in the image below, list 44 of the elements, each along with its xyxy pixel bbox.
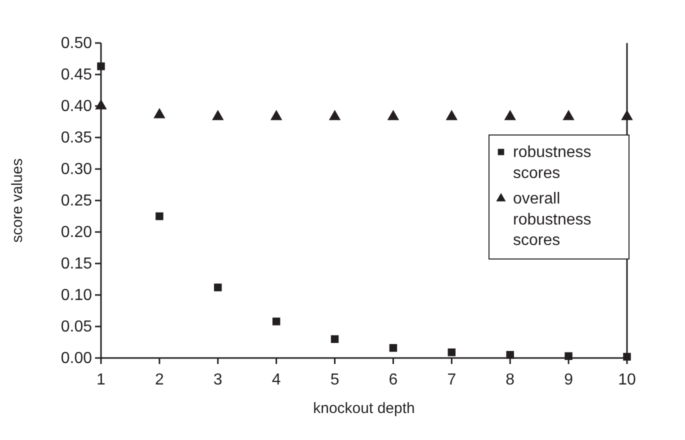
point xyxy=(504,110,516,120)
legend-label: robustness scores xyxy=(513,144,592,182)
y-tick-label: 0.20 xyxy=(60,224,92,242)
point xyxy=(328,110,341,120)
y-tick-label: 0.00 xyxy=(60,350,92,368)
x-tick-label: 4 xyxy=(272,372,281,389)
y-tick-label: 0.50 xyxy=(60,35,92,52)
x-tick-label: 8 xyxy=(506,372,515,389)
point xyxy=(270,110,282,120)
x-axis-title: knockout depth xyxy=(313,400,415,417)
point xyxy=(154,108,166,118)
point xyxy=(387,110,400,120)
y-tick-label: 0.25 xyxy=(60,192,92,210)
y-tick-label: 0.40 xyxy=(60,98,92,116)
point xyxy=(562,110,574,120)
x-tick-label: 9 xyxy=(564,372,574,389)
x-tick-label: 1 xyxy=(96,372,106,389)
x-tick-label: 2 xyxy=(154,372,164,389)
point xyxy=(272,318,280,326)
point xyxy=(156,212,164,220)
x-tick-label: 3 xyxy=(213,372,222,389)
point xyxy=(623,352,631,361)
point xyxy=(214,284,222,292)
x-tick-label: 7 xyxy=(447,372,456,389)
y-tick-label: 0.30 xyxy=(60,161,92,178)
y-tick-label: 0.35 xyxy=(60,130,92,147)
x-tick-label: 6 xyxy=(388,372,398,389)
y-tick-label: 0.05 xyxy=(60,318,92,336)
point xyxy=(564,352,572,360)
x-tick-label: 5 xyxy=(330,372,340,389)
legend-label: overall robustness scores xyxy=(513,190,592,250)
point xyxy=(506,350,514,359)
y-tick-label: 0.15 xyxy=(60,256,92,273)
point xyxy=(621,110,633,120)
point xyxy=(448,348,456,356)
point xyxy=(446,110,458,120)
y-tick-label: 0.45 xyxy=(60,66,92,84)
point xyxy=(389,344,398,352)
x-tick-label: 10 xyxy=(618,372,636,389)
point xyxy=(212,110,224,120)
y-axis-title: score values xyxy=(9,158,26,243)
y-tick-label: 0.10 xyxy=(60,287,92,304)
point xyxy=(330,335,339,343)
point xyxy=(95,99,107,110)
